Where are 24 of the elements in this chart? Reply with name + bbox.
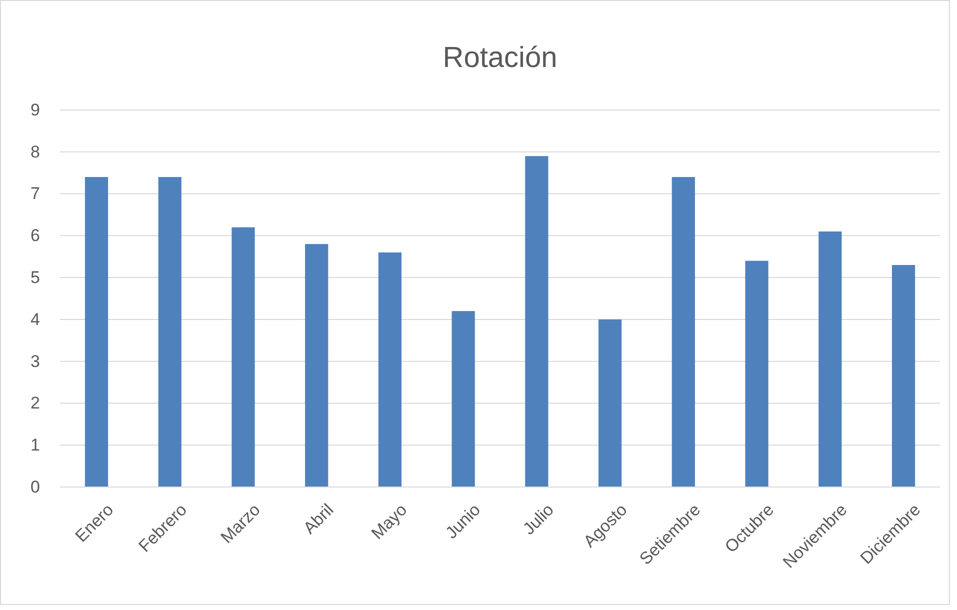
y-tick-label: 7 <box>30 184 40 204</box>
bar <box>158 177 182 487</box>
y-tick-label: 0 <box>30 477 40 496</box>
x-tick-label: Julio <box>519 500 558 538</box>
bar <box>525 156 548 487</box>
y-tick-label: 6 <box>30 226 40 246</box>
y-tick-label: 9 <box>30 100 40 120</box>
y-tick-label: 3 <box>30 352 40 371</box>
bar <box>745 260 768 487</box>
bar <box>232 227 255 487</box>
bar <box>84 177 108 487</box>
bar <box>598 319 622 487</box>
bar <box>818 231 842 487</box>
bar <box>378 252 402 487</box>
y-tick-label: 4 <box>30 310 40 329</box>
y-tick-label: 1 <box>30 436 40 455</box>
bar <box>305 244 328 487</box>
y-tick-label: 2 <box>30 394 40 413</box>
bar <box>672 177 695 487</box>
y-tick-label: 8 <box>30 142 40 162</box>
bar <box>452 311 475 487</box>
y-tick-label: 5 <box>30 268 40 287</box>
chart-title: Rotación <box>442 42 558 74</box>
bar <box>892 264 916 487</box>
